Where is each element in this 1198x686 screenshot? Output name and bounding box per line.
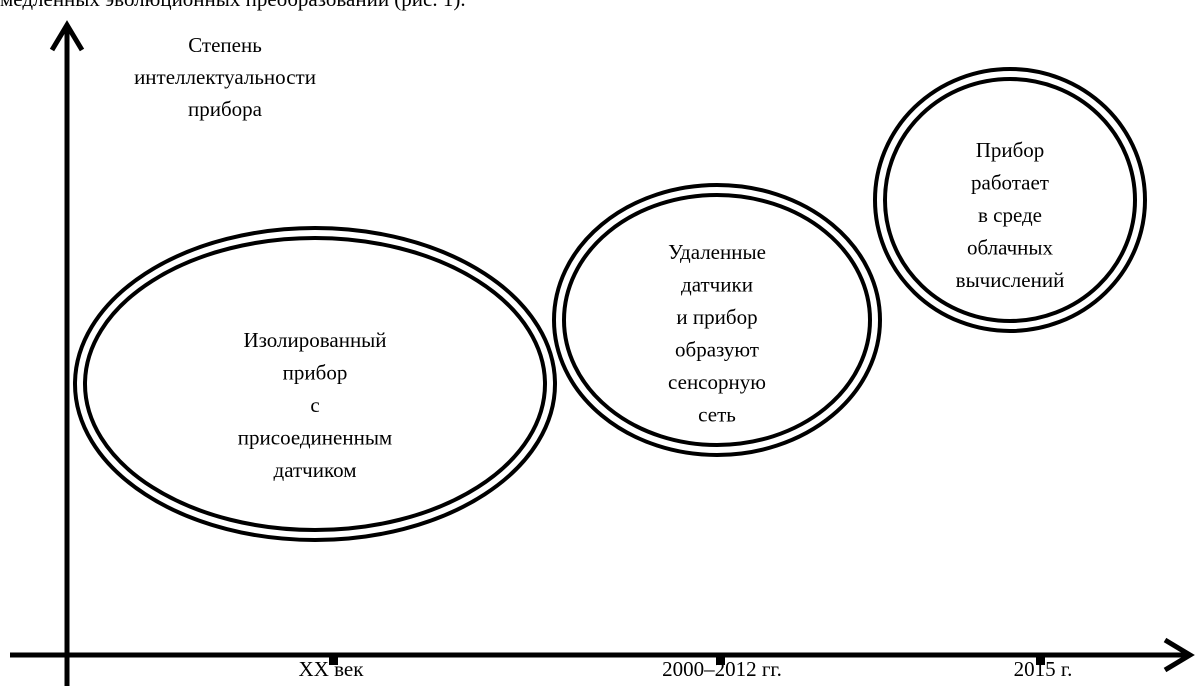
stage-ellipse [73,226,557,542]
y-axis-label: прибора [188,97,263,121]
stage-text: датчики [681,273,753,297]
period-label: 2015 г. [1014,657,1073,681]
stage-text: датчиком [274,458,357,482]
stage-text: сеть [698,403,736,427]
period-label: 2000–2012 гг. [662,657,782,681]
period-label: XX век [299,657,365,681]
stage-text: образуют [675,338,759,362]
stage-text: облачных [967,236,1054,260]
stage-text: в среде [978,203,1042,227]
x-tick [329,655,338,665]
x-tick [1036,655,1045,665]
stage-text: с [310,393,319,417]
stage-ellipse [873,67,1147,333]
x-tick [716,655,725,665]
stage-text: вычислений [956,268,1065,292]
y-arrow [49,20,85,52]
y-axis-label: интеллектуальности [134,65,316,89]
stage-text: Удаленные [668,240,766,264]
stage-text: работает [971,171,1049,195]
stage-text: сенсорную [668,370,766,394]
stage-text: прибор [283,361,348,385]
caption-fragment: медленных эволюционных преобразований (р… [0,0,466,11]
stage-text: Прибор [976,138,1045,162]
stage-ellipse [552,183,882,457]
stage-text: Изолированный [243,328,386,352]
stage-text: и прибор [676,305,757,329]
y-axis-label: Степень [188,33,262,57]
x-arrow [1163,637,1195,673]
stage-text: присоединенным [238,426,392,450]
